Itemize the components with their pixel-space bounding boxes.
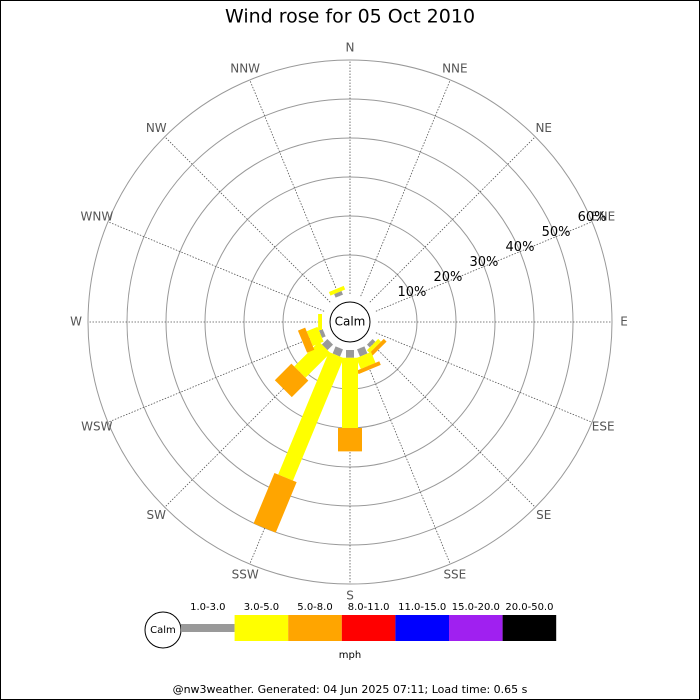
direction-label: NNE <box>442 61 468 75</box>
petal-segment <box>366 338 387 359</box>
chart-title: Wind rose for 05 Oct 2010 <box>225 6 475 28</box>
direction-label: S <box>346 589 354 603</box>
legend-calm-label: Calm <box>150 625 176 636</box>
legend-swatch <box>181 624 235 632</box>
petal-segment <box>318 314 322 330</box>
petal-segment <box>306 326 324 347</box>
grid-ring <box>87 59 613 585</box>
direction-label: NE <box>535 121 552 135</box>
spoke <box>375 221 593 312</box>
spoke <box>164 136 331 303</box>
direction-label: NW <box>146 121 167 135</box>
legend-swatch <box>449 615 503 641</box>
petal-segment <box>318 329 326 338</box>
direction-label: NNW <box>230 61 260 75</box>
direction-label: WSW <box>81 419 112 433</box>
calm-circle <box>329 301 371 343</box>
legend-label: 8.0-11.0 <box>348 602 390 613</box>
petal-segment <box>332 346 343 357</box>
direction-label: ESE <box>592 419 615 433</box>
legend-swatch <box>395 615 449 641</box>
spoke <box>107 221 325 312</box>
petal-segment <box>346 350 354 358</box>
petal-segment <box>334 290 343 298</box>
petal-segment <box>356 352 376 369</box>
direction-label: SSW <box>232 568 259 582</box>
direction-label: E <box>620 315 628 329</box>
petal-segment <box>328 285 346 296</box>
legend-swatch <box>502 615 557 641</box>
petal-segment <box>338 428 362 452</box>
direction-label: N <box>346 41 355 55</box>
direction-label: ENE <box>591 210 615 224</box>
spoke <box>375 332 593 423</box>
spoke <box>249 79 340 297</box>
legend-label: 1.0-3.0 <box>190 602 225 613</box>
direction-label: W <box>70 315 82 329</box>
petal-segment <box>366 338 376 348</box>
legend-swatch <box>288 615 342 641</box>
footer: @nw3weather. Generated: 04 Jun 2025 07:1… <box>173 683 528 696</box>
ring-label: 50% <box>542 225 571 240</box>
spoke <box>360 347 451 565</box>
petal-segment <box>294 341 331 378</box>
ring-label: 60% <box>578 210 607 225</box>
spoke <box>360 79 451 297</box>
legend-label: 11.0-15.0 <box>398 602 446 613</box>
spoke <box>369 341 536 508</box>
spoke <box>369 136 536 303</box>
legend-label: 5.0-8.0 <box>297 602 332 613</box>
ring-label: 30% <box>470 255 499 270</box>
petal-segment <box>274 363 309 398</box>
petal-segment <box>357 361 381 375</box>
spoke <box>107 332 325 423</box>
petal-segment <box>357 346 368 357</box>
legend-label: 15.0-20.0 <box>452 602 500 613</box>
ring-label: 10% <box>397 285 426 300</box>
ring-label: 40% <box>506 240 535 255</box>
legend-swatch <box>234 615 289 641</box>
legend-swatch <box>341 615 396 641</box>
petal-segment <box>321 338 334 351</box>
petal-segment <box>366 338 381 353</box>
petal-segment <box>253 472 297 533</box>
petal-segment <box>278 352 344 481</box>
direction-label: WNW <box>80 210 113 224</box>
legend-unit: mph <box>339 650 361 661</box>
direction-label: SE <box>536 508 551 522</box>
ring-label: 20% <box>433 270 462 285</box>
legend-label: 3.0-5.0 <box>244 602 279 613</box>
direction-label: SSE <box>443 568 466 582</box>
petal-segment <box>342 357 358 428</box>
petal-segment <box>297 327 315 353</box>
direction-label: SW <box>147 508 167 522</box>
calm-label: Calm <box>335 315 366 329</box>
legend-label: 20.0-50.0 <box>505 602 553 613</box>
